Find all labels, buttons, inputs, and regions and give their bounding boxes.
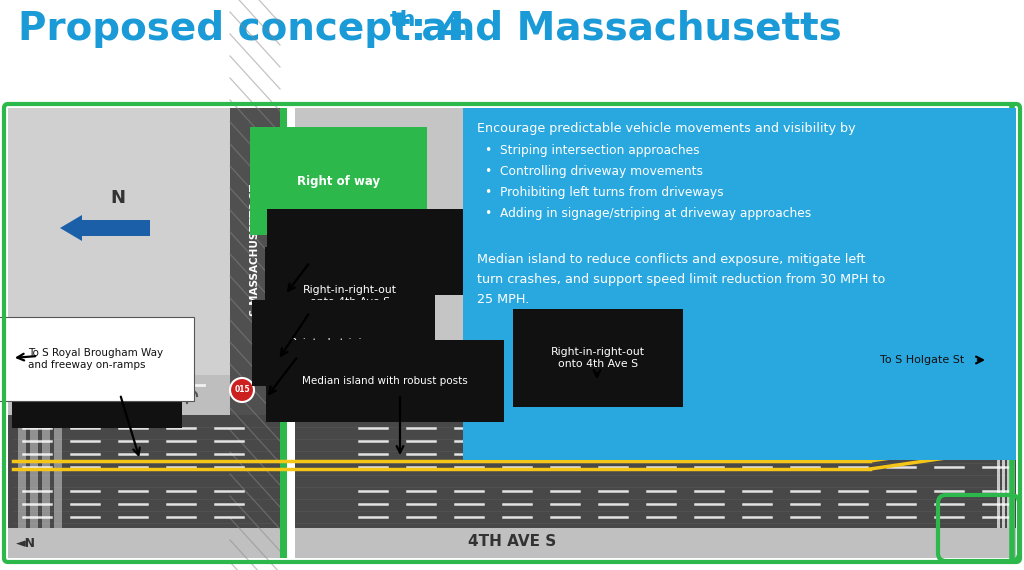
Text: •  Prohibiting left turns from driveways: • Prohibiting left turns from driveways [485,186,724,199]
Bar [305,378,999,393]
FancyArrow shape [60,215,150,241]
Text: Encourage predictable vehicle movements and visibility by: Encourage predictable vehicle movements … [477,122,856,135]
Text: and Massachusetts: and Massachusetts [408,10,842,48]
Bar [287,108,295,558]
Bar [1007,415,1010,528]
Bar [997,415,1000,528]
Bar [230,108,280,558]
Bar [18,415,26,528]
Text: Right-in-right-out
onto 4th Ave S: Right-in-right-out onto 4th Ave S [303,285,397,307]
Bar [54,415,62,528]
Bar [8,528,1016,558]
Text: Median island with robust posts: Median island with robust posts [302,376,468,386]
Bar [8,375,1016,415]
Text: •  Striping intersection approaches: • Striping intersection approaches [485,144,699,157]
Bar [1012,415,1015,528]
Text: •  Adding in signage/striping at driveway approaches: • Adding in signage/striping at driveway… [485,207,811,220]
Bar [8,108,1016,558]
Bar [232,108,278,348]
Text: Median island to reduce conflicts and exposure, mitigate left: Median island to reduce conflicts and ex… [477,253,865,266]
Text: Median island with
robust posts: Median island with robust posts [48,370,145,392]
Text: N: N [111,189,126,207]
Text: 25 MPH.: 25 MPH. [477,293,529,306]
Bar [463,108,1016,460]
Text: turn crashes, and support speed limit reduction from 30 MPH to: turn crashes, and support speed limit re… [477,273,886,286]
Text: Back-in-angle parking: Back-in-angle parking [305,247,425,257]
Text: To S Royal Brougham Way
and freeway on-ramps: To S Royal Brougham Way and freeway on-r… [28,348,163,369]
Text: Proposed concept: 4: Proposed concept: 4 [18,10,467,48]
Text: th: th [390,10,417,30]
Bar [280,108,287,558]
Bar [30,415,38,528]
Bar [13,530,1011,552]
Text: To S Holgate St: To S Holgate St [880,355,965,365]
Bar [8,108,230,558]
Text: •  Controlling driveway movements: • Controlling driveway movements [485,165,703,178]
Text: 015: 015 [234,385,250,394]
Text: ◄N: ◄N [16,537,36,550]
Text: Right-in-right-out
onto 4th Ave S: Right-in-right-out onto 4th Ave S [551,347,645,369]
Text: Right of way: Right of way [297,174,380,188]
Bar [8,415,1016,528]
Text: S MASSACHUSETTS ST: S MASSACHUSETTS ST [250,184,260,316]
Text: 4TH AVE S: 4TH AVE S [468,534,556,548]
Bar [295,108,1016,415]
Circle shape [230,378,254,402]
Text: Painted striping: Painted striping [291,338,376,348]
Bar [1002,415,1005,528]
Bar [42,415,50,528]
